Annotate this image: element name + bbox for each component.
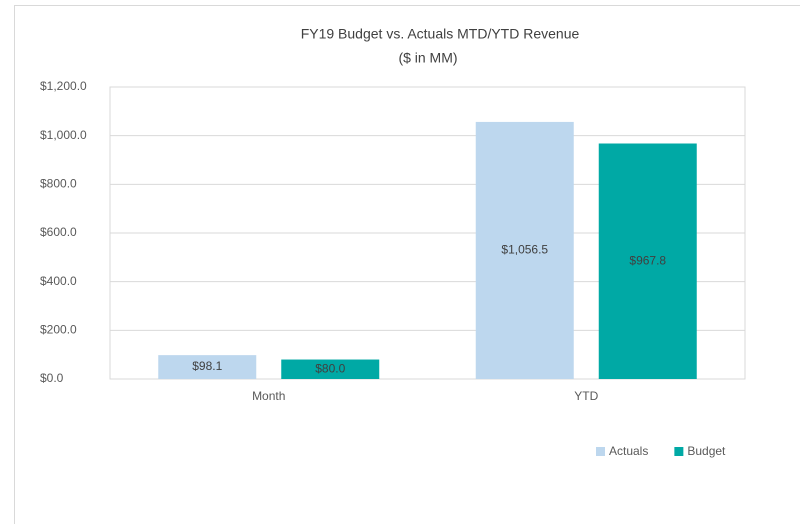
- data-label: $1,056.5: [501, 243, 548, 257]
- y-tick-label: $200.0: [40, 323, 77, 337]
- chart-title: FY19 Budget vs. Actuals MTD/YTD Revenue: [301, 26, 580, 42]
- y-tick-label: $400.0: [40, 274, 77, 288]
- bar: [158, 355, 257, 379]
- chart-border: [14, 5, 800, 524]
- y-tick-label: $0.0: [40, 371, 64, 385]
- bar: [281, 359, 380, 379]
- x-tick-label: YTD: [574, 389, 598, 403]
- y-tick-label: $800.0: [40, 177, 77, 191]
- bar: [475, 121, 574, 379]
- data-label: $98.1: [192, 359, 222, 373]
- y-tick-label: $1,200.0: [40, 79, 87, 93]
- y-tick-label: $600.0: [40, 225, 77, 239]
- legend-label: Budget: [687, 444, 726, 458]
- bar: [598, 143, 697, 379]
- legend-swatch: [674, 447, 684, 456]
- chart-subtitle: ($ in MM): [398, 50, 457, 66]
- x-tick-label: Month: [252, 389, 285, 403]
- y-tick-label: $1,000.0: [40, 128, 87, 142]
- legend-swatch: [596, 447, 605, 456]
- legend-label: Actuals: [609, 444, 648, 458]
- data-label: $967.8: [629, 253, 666, 267]
- data-label: $80.0: [315, 361, 345, 375]
